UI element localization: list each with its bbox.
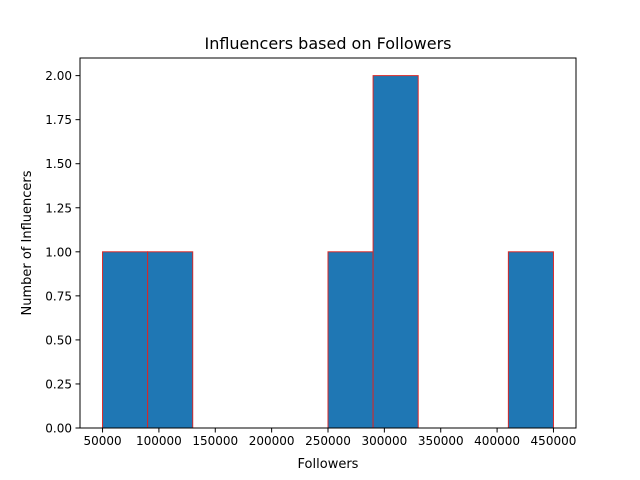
y-tick-label: 0.25 <box>45 377 72 391</box>
y-axis-label: Number of Influencers <box>20 170 35 315</box>
histogram-bar <box>327 251 374 429</box>
histogram-bar <box>372 75 419 429</box>
chart-title: Influencers based on Followers <box>204 34 451 53</box>
y-tick-label: 0.75 <box>45 289 72 303</box>
y-axis-ticks: 0.00 0.25 0.50 0.75 1.00 1.25 1.50 1.75 2.00 <box>45 69 80 436</box>
y-tick-label: 0.50 <box>45 333 72 347</box>
x-tick-label: 150000 <box>192 434 238 448</box>
x-axis-ticks: 50000 100000 150000 200000 250000 300000 35000… <box>83 428 576 448</box>
histogram-bar <box>102 251 149 429</box>
y-tick-label: 2.00 <box>45 69 72 83</box>
histogram-bar <box>507 251 554 429</box>
x-tick-label: 300000 <box>361 434 407 448</box>
x-tick-label: 50000 <box>83 434 121 448</box>
x-tick-label: 400000 <box>474 434 520 448</box>
y-tick-label: 0.00 <box>45 422 72 436</box>
x-axis-label: Followers <box>298 457 359 472</box>
bars-layer <box>102 75 554 429</box>
x-tick-label: 450000 <box>531 434 577 448</box>
x-tick-label: 100000 <box>136 434 182 448</box>
y-tick-label: 1.75 <box>45 113 72 127</box>
y-tick-label: 1.50 <box>45 157 72 171</box>
y-tick-label: 1.25 <box>45 201 72 215</box>
x-tick-label: 350000 <box>418 434 464 448</box>
histogram-bar <box>147 251 194 429</box>
x-tick-label: 200000 <box>249 434 295 448</box>
x-tick-label: 250000 <box>305 434 351 448</box>
y-tick-label: 1.00 <box>45 245 72 259</box>
